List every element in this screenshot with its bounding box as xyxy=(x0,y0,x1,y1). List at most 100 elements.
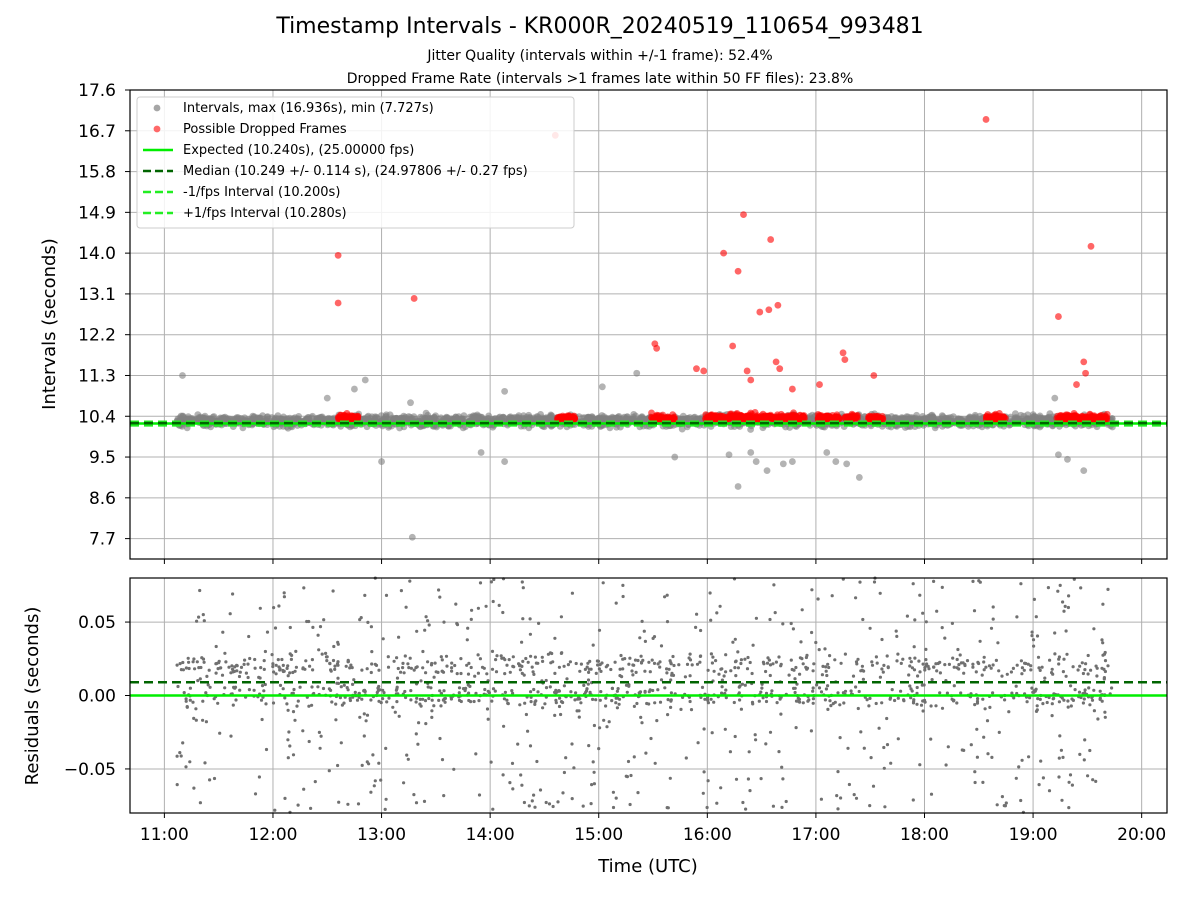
residual-point xyxy=(856,657,860,661)
residual-point xyxy=(372,784,376,788)
residual-point xyxy=(490,649,495,654)
residual-point xyxy=(781,777,785,781)
residual-point xyxy=(533,702,537,707)
residual-point xyxy=(748,660,752,665)
residual-point xyxy=(618,674,622,678)
residual-point xyxy=(605,725,609,729)
residual-point xyxy=(1106,664,1110,668)
dropped-frame-outlier-point xyxy=(756,308,764,316)
residual-point xyxy=(1090,698,1095,702)
residual-point xyxy=(1037,783,1041,787)
residual-point xyxy=(1092,627,1096,631)
residual-point xyxy=(647,660,651,664)
x-tick-label: 17:00 xyxy=(791,825,840,845)
residual-point xyxy=(1030,634,1034,638)
residual-point xyxy=(1031,638,1036,642)
residual-point xyxy=(1070,697,1074,701)
residual-point xyxy=(257,675,261,680)
residual-point xyxy=(467,661,471,666)
residual-point xyxy=(292,687,296,692)
dropped-frame-outlier-point xyxy=(743,367,751,375)
residual-point xyxy=(768,730,773,734)
residual-point xyxy=(828,699,832,703)
legend-label: +1/fps Interval (10.280s) xyxy=(183,206,347,221)
residual-point xyxy=(683,675,688,679)
residual-point xyxy=(204,691,208,695)
residual-point xyxy=(607,720,611,724)
residual-point xyxy=(450,666,454,670)
residual-point xyxy=(381,637,385,641)
residual-point xyxy=(572,766,576,770)
residual-point xyxy=(322,618,326,622)
residual-point xyxy=(767,658,772,662)
residual-point xyxy=(895,659,899,663)
residual-point xyxy=(290,653,294,658)
residual-point xyxy=(598,726,602,730)
residual-point xyxy=(1035,634,1040,638)
dropped-frame-point xyxy=(668,414,676,422)
residual-point xyxy=(720,685,724,689)
residual-point xyxy=(406,757,410,761)
residual-point xyxy=(339,685,343,689)
residual-point xyxy=(412,793,416,797)
residual-point xyxy=(765,661,770,665)
residual-point xyxy=(304,659,308,663)
residual-point xyxy=(358,618,362,622)
residual-point xyxy=(610,699,614,703)
residual-point xyxy=(351,682,355,687)
residual-point xyxy=(780,805,784,810)
residual-point xyxy=(663,686,667,690)
residual-point xyxy=(218,731,222,735)
residual-point xyxy=(777,655,781,659)
residual-point xyxy=(296,699,300,703)
residual-point xyxy=(734,674,738,678)
residual-point xyxy=(1064,674,1068,678)
residual-point xyxy=(714,659,718,663)
residual-point xyxy=(1088,748,1092,753)
residual-point xyxy=(319,734,323,738)
residual-point xyxy=(1038,668,1042,673)
residual-point xyxy=(743,683,747,687)
residual-point xyxy=(466,626,470,630)
residual-point xyxy=(811,701,815,705)
residual-point xyxy=(370,650,374,654)
residual-point xyxy=(934,662,938,666)
residual-point xyxy=(336,642,340,646)
residual-point xyxy=(870,663,875,667)
residual-point xyxy=(583,667,588,672)
residual-point xyxy=(427,696,431,701)
residual-point xyxy=(449,697,453,701)
residual-point xyxy=(287,730,291,734)
residual-point xyxy=(965,659,970,663)
residual-point xyxy=(989,666,993,670)
residual-point xyxy=(311,668,315,672)
residual-point xyxy=(507,658,511,662)
residual-point xyxy=(1069,704,1073,708)
residual-point xyxy=(188,686,192,690)
residual-point xyxy=(282,591,286,595)
residual-point xyxy=(924,620,928,624)
interval-point xyxy=(488,416,496,423)
residual-point xyxy=(946,745,950,749)
residual-point xyxy=(293,718,297,722)
residual-point xyxy=(450,669,454,673)
residual-point xyxy=(414,801,419,805)
residual-point xyxy=(346,802,350,806)
residual-point xyxy=(540,655,544,659)
residual-point xyxy=(536,661,540,665)
residual-point xyxy=(1078,752,1082,757)
residual-point xyxy=(1088,703,1092,707)
residual-point xyxy=(951,656,955,660)
residual-point xyxy=(381,697,385,701)
residual-point xyxy=(774,660,779,664)
residual-point xyxy=(220,673,225,677)
residual-point xyxy=(377,761,381,765)
residual-point xyxy=(1080,661,1084,665)
residual-point xyxy=(188,760,192,764)
residual-point xyxy=(882,766,886,770)
dropped-frame-point xyxy=(847,415,855,422)
residual-point xyxy=(262,689,266,693)
interval-point xyxy=(422,409,430,417)
residual-point xyxy=(1066,605,1070,610)
residual-point xyxy=(959,691,963,695)
